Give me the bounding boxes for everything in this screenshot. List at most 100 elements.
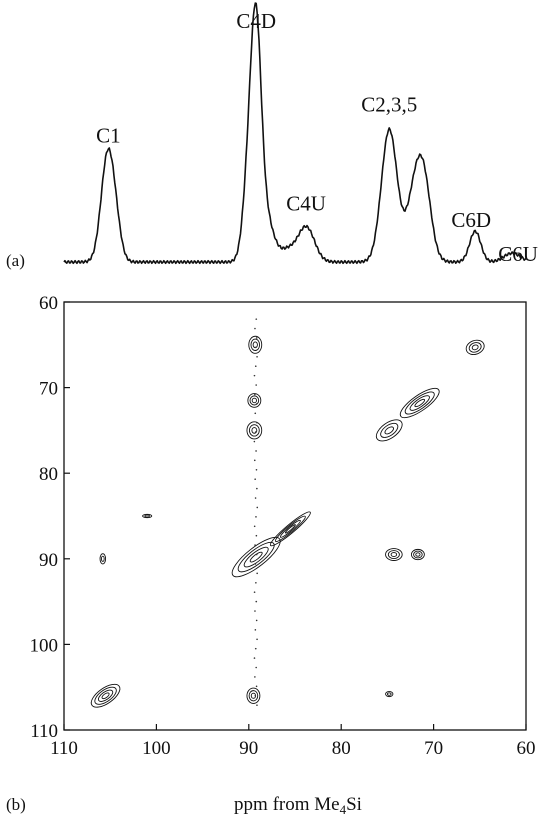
contour-level: [471, 344, 479, 351]
noise-dot: [255, 553, 258, 556]
contour-level: [144, 514, 150, 518]
contour-blob: [90, 683, 121, 708]
contour-blob: [247, 393, 262, 408]
contour-level: [249, 395, 260, 406]
contour-level: [390, 552, 398, 557]
contour-level: [90, 683, 121, 708]
contour-blobs: [90, 335, 485, 708]
contour-level: [248, 335, 263, 354]
contour-level: [94, 686, 117, 705]
noise-dot: [254, 478, 256, 480]
y-tick-label: 90: [39, 550, 58, 571]
noise-dot: [254, 327, 256, 330]
contour-blob: [410, 548, 425, 561]
contour-blob: [375, 419, 403, 442]
noise-dot: [255, 384, 257, 386]
noise-dot: [253, 657, 256, 659]
noise-dot: [255, 534, 258, 537]
noise-dot: [254, 694, 257, 697]
contour-blob: [385, 691, 394, 698]
contour-level: [274, 515, 306, 543]
peak-label: C6D: [451, 208, 491, 232]
noise-dot: [253, 440, 256, 443]
noise-dot: [255, 318, 258, 320]
noise-dot: [254, 647, 257, 650]
contour-level: [385, 548, 403, 561]
contour-level: [380, 422, 399, 438]
spectrum-panel: C1 C4D C4U C2,3,5 C6D C6U (a): [6, 2, 538, 270]
x-axis-title-tail: Si: [346, 794, 362, 815]
contour-level: [231, 536, 281, 578]
peak-label: C1: [96, 123, 121, 147]
peak-label: C4D: [236, 9, 276, 33]
noise-dot: [254, 497, 257, 499]
contour-level: [97, 689, 114, 702]
noise-dot: [254, 544, 256, 546]
contour-level: [248, 690, 259, 702]
x-axis-title-subscript: 4: [340, 802, 347, 817]
contour-blob: [99, 553, 107, 565]
noise-dot: [255, 581, 257, 584]
noise-dot: [255, 468, 258, 471]
contour-level: [246, 421, 263, 440]
panel-label-b: (b): [6, 795, 26, 814]
contour-level: [247, 393, 262, 408]
contour-blob: [385, 548, 403, 561]
contour-level: [413, 550, 423, 559]
contour-blob: [142, 513, 153, 519]
x-tick-label: 80: [332, 738, 351, 759]
noise-dot: [255, 403, 258, 405]
contour-level: [404, 391, 435, 415]
noise-dot: [253, 525, 256, 528]
noise-dot: [253, 459, 256, 462]
noise-dot: [256, 487, 258, 490]
contour-level: [249, 551, 263, 563]
contour-level: [101, 692, 110, 700]
contour-level: [246, 687, 261, 704]
contour-level: [250, 338, 261, 351]
contour-level: [99, 553, 107, 565]
y-tick-label: 70: [39, 379, 58, 400]
noise-dot: [253, 374, 256, 377]
noise-dot: [256, 638, 258, 641]
noise-dot: [254, 629, 257, 631]
noise-dot: [254, 393, 256, 396]
contour-blob: [248, 335, 263, 354]
peak-label: C6U: [498, 242, 538, 266]
x-tick-label: 110: [50, 738, 78, 759]
contour-level: [386, 692, 392, 696]
x-tick-label: 60: [517, 738, 536, 759]
x-tick-label: 70: [424, 738, 443, 759]
noise-dot: [255, 685, 258, 688]
noise-dot: [255, 450, 257, 452]
spectrum-trace: [63, 2, 527, 265]
contour-level: [409, 395, 430, 411]
plot-frame: [63, 301, 527, 731]
contour-panel: 110 100 90 80 70 60 60 70 80 90 100 110 (b) ppm fro…: [6, 293, 536, 817]
noise-dot: [254, 412, 257, 415]
contour-level: [251, 397, 257, 404]
contour-level: [251, 427, 258, 434]
x-axis-title-text: ppm from Me: [234, 794, 340, 815]
noise-dot: [254, 431, 257, 433]
peak-labels: C1 C4D C4U C2,3,5 C6D C6U: [96, 9, 538, 266]
axis-ticks: 110 100 90 80 70 60 60 70 80 90 100 110: [30, 293, 536, 759]
contour-blob: [246, 687, 261, 704]
peak-label: C4U: [286, 192, 326, 216]
contour-level: [100, 555, 105, 562]
contour-blob: [465, 339, 485, 355]
x-tick-label: 90: [239, 738, 258, 759]
noise-dot: [255, 666, 257, 669]
contour-blob: [246, 421, 263, 440]
noise-dot: [255, 516, 257, 518]
noise-dot: [256, 506, 259, 509]
noise-dot: [256, 704, 258, 706]
contour-level: [468, 342, 482, 353]
panel-label-a: (a): [6, 251, 25, 270]
noise-dots: [253, 318, 259, 706]
y-tick-label: 80: [39, 464, 58, 485]
contour-level: [385, 691, 394, 698]
contour-level: [465, 339, 485, 355]
noise-dot: [255, 337, 258, 339]
